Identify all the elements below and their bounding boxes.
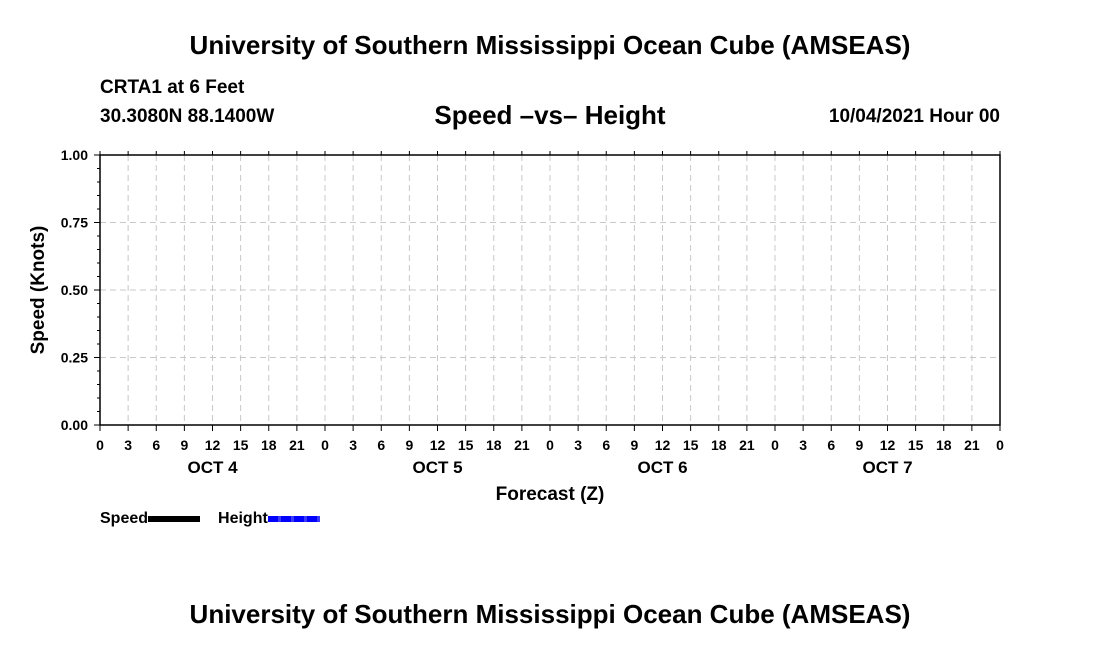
x-tick-label: 18 — [711, 437, 727, 453]
x-tick-label: 6 — [827, 437, 835, 453]
station-coordinates: 30.3080N 88.1400W — [100, 106, 275, 127]
x-tick-label: 15 — [458, 437, 474, 453]
y-axis-title: Speed (Knots) — [28, 226, 49, 355]
y-tick-label: 0.25 — [61, 350, 88, 366]
x-tick-label: 15 — [908, 437, 924, 453]
y-tick-label: 1.00 — [61, 147, 88, 163]
x-tick-label: 3 — [124, 437, 132, 453]
x-tick-label: 6 — [602, 437, 610, 453]
legend: Speed Height — [100, 510, 338, 528]
legend-swatch-height — [267, 516, 320, 522]
x-tick-label: 6 — [377, 437, 385, 453]
x-axis-title: Forecast (Z) — [496, 484, 605, 505]
x-tick-label: 0 — [96, 437, 104, 453]
x-tick-label: 18 — [936, 437, 952, 453]
x-tick-label: 21 — [964, 437, 980, 453]
station-label: CRTA1 at 6 Feet — [100, 77, 245, 98]
x-tick-label: 12 — [205, 437, 221, 453]
x-tick-label: 21 — [289, 437, 305, 453]
legend-swatch-speed — [148, 516, 201, 522]
forecast-datetime: 10/04/2021 Hour 00 — [828, 106, 1000, 127]
chart-title-bottom: University of Southern Mississippi Ocean… — [189, 599, 911, 629]
x-tick-label: 0 — [771, 437, 779, 453]
x-tick-label: 0 — [996, 437, 1004, 453]
x-tick-label: 15 — [233, 437, 249, 453]
x-tick-label: 9 — [630, 437, 638, 453]
x-tick-label: 6 — [152, 437, 160, 453]
x-tick-label: 3 — [349, 437, 357, 453]
x-tick-label: 9 — [405, 437, 413, 453]
legend-label-speed: Speed — [100, 510, 149, 527]
x-tick-label: 12 — [655, 437, 671, 453]
x-tick-label: 18 — [261, 437, 277, 453]
x-tick-label: 3 — [574, 437, 582, 453]
x-tick-label: 0 — [321, 437, 329, 453]
y-tick-label: 0.50 — [61, 282, 88, 298]
x-tick-label: 21 — [514, 437, 530, 453]
legend-item-height: Height — [218, 510, 320, 528]
y-tick-label: 0.00 — [61, 417, 88, 433]
x-tick-label: 3 — [799, 437, 807, 453]
legend-label-height: Height — [218, 510, 268, 527]
chart-title-top: University of Southern Mississippi Ocean… — [189, 30, 911, 60]
day-label: OCT 4 — [187, 458, 238, 477]
x-tick-label: 18 — [486, 437, 502, 453]
day-label: OCT 5 — [412, 458, 462, 477]
x-tick-label: 9 — [180, 437, 188, 453]
legend-item-speed: Speed — [100, 510, 201, 528]
x-tick-label: 15 — [683, 437, 699, 453]
x-tick-label: 12 — [880, 437, 896, 453]
x-tick-label: 0 — [546, 437, 554, 453]
x-tick-label: 12 — [430, 437, 446, 453]
x-tick-label: 21 — [739, 437, 755, 453]
x-tick-label: 9 — [855, 437, 863, 453]
day-label: OCT 7 — [862, 458, 912, 477]
y-tick-label: 0.75 — [61, 215, 88, 231]
day-label: OCT 6 — [637, 458, 687, 477]
chart-subtitle: Speed –vs– Height — [434, 100, 666, 130]
